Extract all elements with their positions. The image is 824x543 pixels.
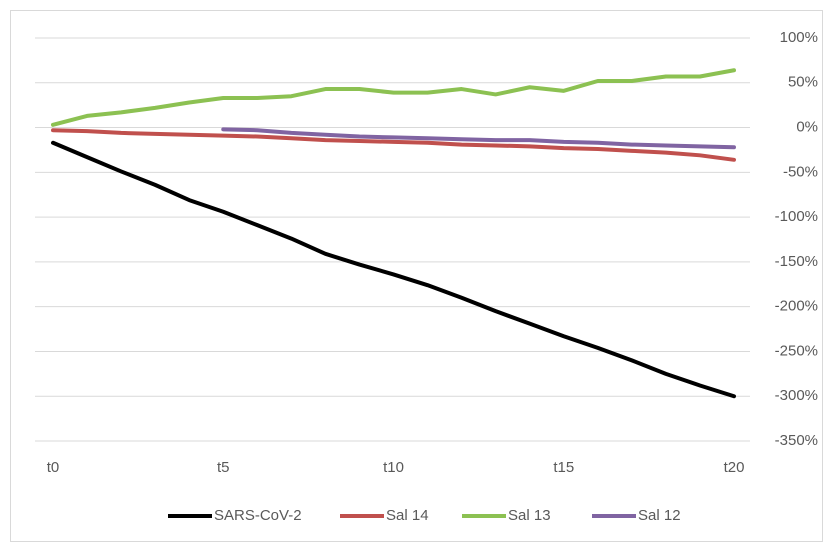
legend-label: Sal 13 — [508, 507, 551, 524]
chart-border — [10, 10, 823, 542]
y-tick-label: -250% — [775, 342, 818, 359]
line-series — [51, 140, 736, 399]
x-tick-label: t15 — [553, 459, 574, 476]
line-series — [51, 128, 736, 162]
legend-label: SARS-CoV-2 — [214, 507, 302, 524]
y-tick-label: -300% — [775, 387, 818, 404]
line-series — [221, 127, 736, 150]
y-tick-label: 100% — [780, 29, 818, 46]
y-tick-label: -350% — [775, 432, 818, 449]
y-tick-label: -200% — [775, 298, 818, 315]
legend-label: Sal 12 — [638, 507, 681, 524]
y-tick-label: -150% — [775, 253, 818, 270]
y-tick-label: 0% — [796, 119, 818, 136]
y-tick-label: 50% — [788, 74, 818, 91]
y-tick-label: -100% — [775, 208, 818, 225]
y-tick-label: -50% — [783, 163, 818, 180]
line-series — [51, 68, 736, 127]
legend-label: Sal 14 — [386, 507, 429, 524]
x-tick-label: t5 — [217, 459, 230, 476]
x-tick-label: t10 — [383, 459, 404, 476]
x-tick-label: t20 — [724, 459, 745, 476]
x-tick-label: t0 — [47, 459, 60, 476]
